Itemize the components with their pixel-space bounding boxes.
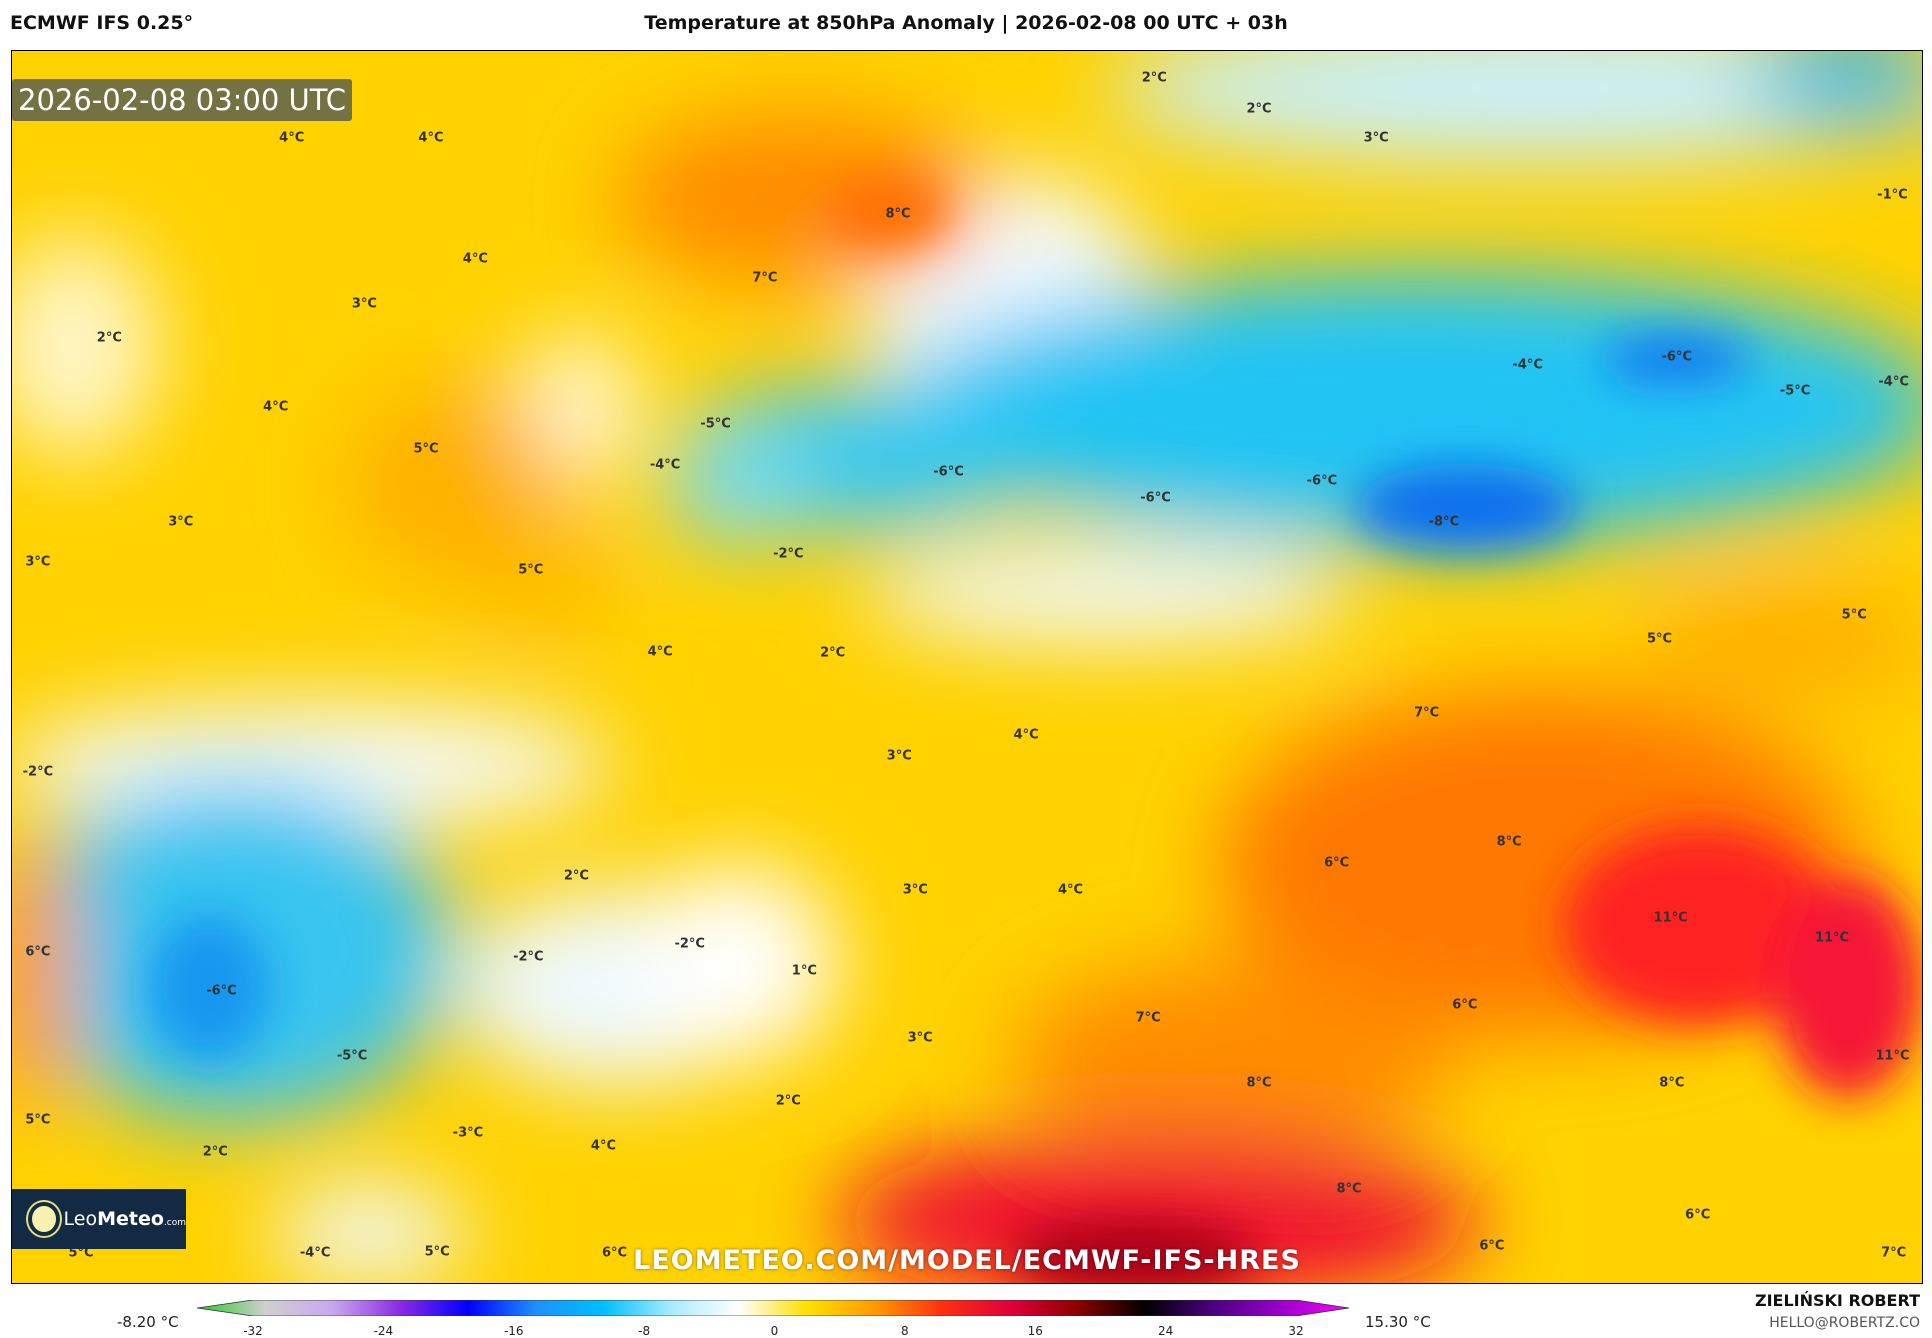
temperature-label: 8°C	[1336, 1181, 1362, 1197]
temperature-label: 8°C	[1659, 1075, 1685, 1091]
temperature-label: 3°C	[351, 296, 377, 312]
temperature-label: 7°C	[1414, 705, 1440, 721]
temperature-label: 5°C	[413, 441, 439, 457]
temperature-label: -6°C	[206, 983, 237, 999]
temperature-label: 2°C	[96, 330, 122, 346]
temperature-label: 5°C	[1841, 607, 1867, 623]
temperature-anomaly-map[interactable]: 4°C 4°C 4°C 3°C 2°C 4°C 5°C 3°C 3°C 5°C 8°C 7°C 2°C 2…	[11, 50, 1923, 1284]
temperature-label: 3°C	[902, 882, 928, 898]
temperature-label: 11°C	[1653, 910, 1688, 926]
temperature-label: 6°C	[1452, 997, 1478, 1013]
author-credit: ZIELIŃSKI ROBERT	[1754, 1291, 1920, 1310]
anomaly-field	[12, 51, 1922, 1283]
temperature-label: 4°C	[1057, 882, 1084, 898]
colorbar-tick: -8	[638, 1324, 651, 1338]
temperature-label: -5°C	[700, 416, 731, 432]
temperature-label: -1°C	[1877, 187, 1908, 203]
temperature-label: 8°C	[1496, 834, 1522, 850]
temperature-label: 2°C	[1141, 70, 1167, 86]
temperature-label: 4°C	[279, 130, 305, 146]
temperature-label: -2°C	[513, 949, 544, 965]
model-name: ECMWF IFS 0.25°	[10, 12, 194, 34]
temperature-label: -8°C	[1428, 514, 1460, 530]
temperature-label: 6°C	[1479, 1238, 1505, 1254]
temperature-label: -2°C	[674, 936, 705, 952]
temperature-label: -5°C	[336, 1048, 368, 1064]
author-email[interactable]: HELLO@ROBERTZ.CO	[1769, 1315, 1920, 1331]
temperature-label: 6°C	[1324, 855, 1350, 871]
temperature-label: -4°C	[299, 1245, 331, 1261]
temperature-label: -4°C	[649, 457, 681, 473]
leometeo-logo[interactable]: LeoMeteo.com	[12, 1189, 186, 1249]
temperature-label: 5°C	[68, 1245, 94, 1261]
temperature-label: 4°C	[418, 130, 444, 146]
temperature-label: 5°C	[1646, 631, 1673, 647]
temperature-label: 3°C	[886, 748, 912, 764]
temperature-label: 2°C	[202, 1144, 228, 1160]
valid-time-badge: 2026-02-08 03:00 UTC	[12, 79, 353, 121]
max-value: 15.30 °C	[1365, 1313, 1431, 1331]
temperature-label: 8°C	[1246, 1075, 1272, 1091]
temperature-label: 2°C	[563, 868, 589, 884]
temperature-label: 5°C	[424, 1244, 450, 1260]
temperature-label: 3°C	[25, 554, 51, 570]
temperature-label: 8°C	[885, 206, 911, 222]
map-title: Temperature at 850hPa Anomaly | 2026-02-…	[644, 12, 1288, 34]
temperature-label: -6°C	[1140, 490, 1171, 506]
temperature-label: 4°C	[1013, 727, 1039, 743]
temperature-label: 4°C	[462, 251, 488, 267]
watermark-url: LEOMETEO.COM/MODEL/ECMWF-IFS-HRES	[633, 1245, 1301, 1276]
colorbar-tick: -16	[503, 1324, 524, 1338]
temperature-label: 2°C	[820, 645, 846, 661]
colorbar-tick: 8	[901, 1324, 909, 1338]
colorbar-tick: 0	[770, 1324, 779, 1338]
colorbar-tick: -24	[373, 1324, 394, 1338]
temperature-label: 7°C	[1135, 1010, 1161, 1026]
temperature-label: -6°C	[1306, 473, 1338, 489]
temperature-label: 1°C	[791, 963, 817, 979]
temperature-label: 7°C	[752, 270, 778, 286]
temperature-label: 6°C	[25, 944, 51, 960]
temperature-label: -4°C	[1878, 374, 1909, 390]
temperature-label: 6°C	[1685, 1207, 1711, 1223]
temperature-label: 11°C	[1814, 930, 1850, 946]
temperature-label: 11°C	[1875, 1048, 1910, 1064]
min-value: -8.20 °C	[117, 1313, 179, 1331]
logo-text: LeoMeteo.com	[63, 1208, 187, 1230]
temperature-label: 7°C	[1881, 1245, 1907, 1261]
temperature-label: 2°C	[1246, 101, 1272, 117]
colorbar-tick: 32	[1288, 1324, 1304, 1338]
temperature-label: -6°C	[933, 464, 964, 480]
temperature-label: 5°C	[25, 1112, 51, 1128]
temperature-label: 3°C	[907, 1030, 933, 1046]
temperature-label: -6°C	[1661, 349, 1693, 365]
colorbar-tick: -32	[243, 1324, 263, 1338]
temperature-label: 2°C	[775, 1093, 801, 1109]
temperature-label: -2°C	[22, 764, 54, 780]
temperature-label: 4°C	[647, 644, 673, 660]
temperature-label: 6°C	[602, 1245, 628, 1261]
temperature-label: -2°C	[773, 546, 804, 562]
temperature-label: 3°C	[168, 514, 194, 530]
temperature-label: -5°C	[1779, 383, 1811, 399]
temperature-label: -3°C	[452, 1125, 484, 1141]
temperature-label: -4°C	[1512, 357, 1543, 373]
colorbar	[197, 1300, 1349, 1316]
colorbar-tick: 24	[1157, 1324, 1174, 1338]
colorbar-tick: 16	[1027, 1324, 1043, 1338]
temperature-label: 4°C	[263, 399, 289, 415]
temperature-label: 4°C	[590, 1138, 617, 1154]
temperature-label: 5°C	[518, 562, 544, 578]
temperature-label: 3°C	[1363, 130, 1389, 146]
sun-icon	[32, 1206, 56, 1232]
